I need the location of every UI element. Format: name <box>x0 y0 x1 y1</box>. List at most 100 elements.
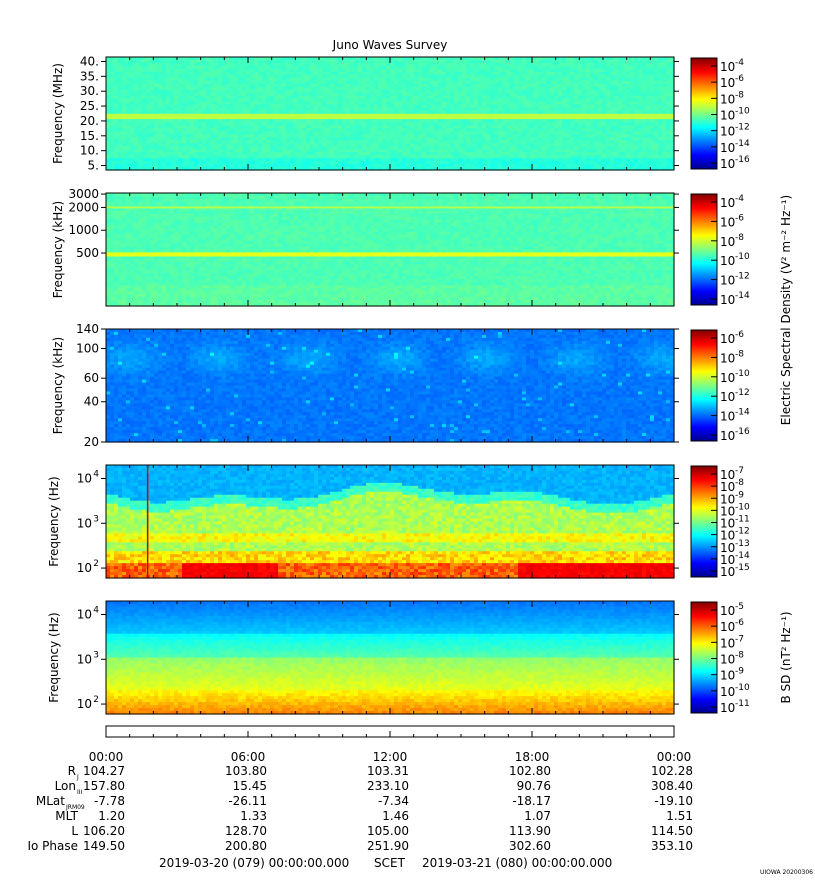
y-tick-exponent: 4 <box>93 469 99 479</box>
colorbar-tick-exponent: -10 <box>735 502 750 512</box>
emission-band-1 <box>106 114 674 119</box>
y-tick-label: 60 <box>84 371 99 385</box>
y-tick-label: 20. <box>80 114 99 128</box>
colorbar-tick-exponent: -9 <box>735 667 744 677</box>
ephemeris-value: 106.20 <box>83 824 125 838</box>
ephemeris-value: 1.46 <box>382 809 409 823</box>
colorbar-tick-exponent: -11 <box>735 515 750 525</box>
colorbar-tick-label: 10 <box>720 60 735 74</box>
colorbar-tick-label: 10 <box>720 604 735 618</box>
emission-band-1 <box>106 206 674 208</box>
ephemeris-value: -7.78 <box>94 794 125 808</box>
ephemeris-label-subscript: J <box>76 774 79 781</box>
y-tick-label: 2000 <box>68 200 99 214</box>
ephemeris-value: 105.00 <box>367 824 409 838</box>
colorbar-tick-exponent: -15 <box>735 563 750 573</box>
ephemeris-value: 90.76 <box>517 779 551 793</box>
colorbar-tick-label: 10 <box>720 669 735 683</box>
y-tick-exponent: 2 <box>93 695 99 705</box>
y-tick-label: 10 <box>77 516 92 530</box>
colorbar-tick-label: 10 <box>720 636 735 650</box>
footer-end-time: 2019-03-21 (080) 00:00:00.000 <box>422 856 612 870</box>
y-tick-exponent: 4 <box>93 605 99 615</box>
colorbar-tick-exponent: -4 <box>735 194 744 204</box>
ephemeris-value: 102.80 <box>509 764 551 778</box>
ephemeris-value: 128.70 <box>225 824 267 838</box>
colorbar-label: Electric Spectral Density (V² m⁻² Hz⁻¹) <box>779 195 793 425</box>
y-axis-label: Frequency (Hz) <box>47 612 61 703</box>
colorbar-tick-label: 10 <box>720 274 735 288</box>
colorbar-tick-exponent: -14 <box>735 551 750 561</box>
y-tick-label: 140 <box>76 322 99 336</box>
ephemeris-value: 1.20 <box>98 809 125 823</box>
colorbar-tick-exponent: -14 <box>735 139 750 149</box>
ephemeris-value: 157.80 <box>83 779 125 793</box>
colorbar-tick-exponent: -8 <box>735 651 744 661</box>
colorbar-tick-label: 10 <box>720 429 735 443</box>
colorbar-tick-exponent: -12 <box>735 123 750 133</box>
ephemeris-row: Io Phase 149.50 200.80 251.90 302.60 353.10 <box>27 839 693 853</box>
ephemeris-value: 149.50 <box>83 839 125 853</box>
ephemeris-label: L <box>71 824 78 838</box>
colorbar-tick-exponent: -10 <box>735 252 750 262</box>
colorbar-tick-exponent: -8 <box>735 349 744 359</box>
ephemeris-value: 103.80 <box>225 764 267 778</box>
colorbar-tick-exponent: -8 <box>735 90 744 100</box>
colorbar-tick-exponent: -8 <box>735 233 744 243</box>
y-tick-label: 20 <box>84 435 99 449</box>
spectrogram-image <box>106 601 675 715</box>
colorbar-tick-exponent: -16 <box>735 155 750 165</box>
ephemeris-row: Lon III 157.80 15.45 233.10 90.76 308.40 <box>55 779 693 796</box>
ephemeris-value: 1.51 <box>666 809 693 823</box>
spectrogram-image <box>106 329 675 443</box>
colorbar-tick-label: 10 <box>720 390 735 404</box>
ephemeris-label: MLat <box>36 794 65 808</box>
y-axis-label: Frequency (kHz) <box>51 337 65 434</box>
y-tick-exponent: 3 <box>93 514 99 524</box>
ephemeris-value: 302.60 <box>509 839 551 853</box>
colorbar-tick-exponent: -6 <box>735 330 744 340</box>
colorbar-tick-exponent: -10 <box>735 369 750 379</box>
ephemeris-label: Lon <box>55 779 76 793</box>
chart-title: Juno Waves Survey <box>332 38 448 52</box>
colorbar-tick-exponent: -12 <box>735 388 750 398</box>
ephemeris-value: 353.10 <box>651 839 693 853</box>
ephemeris-value: 102.28 <box>651 764 693 778</box>
colorbar-tick-label: 10 <box>720 141 735 155</box>
time-tick-label: 18:00 <box>515 750 550 764</box>
colorbar-tick-label: 10 <box>720 371 735 385</box>
colorbar-tick-label: 10 <box>720 125 735 139</box>
y-tick-label: 40. <box>80 54 99 68</box>
y-tick-label: 15. <box>80 129 99 143</box>
time-axis: 00:00 06:00 12:00 18:00 00:00 <box>89 726 692 764</box>
time-tick-label: 00:00 <box>657 750 692 764</box>
colorbar-tick-exponent: -12 <box>735 272 750 282</box>
ephemeris-label: MLT <box>55 809 78 823</box>
colorbar-tick-label: 10 <box>720 701 735 715</box>
colorbar-tick-label: 10 <box>720 620 735 634</box>
y-tick-label: 30. <box>80 84 99 98</box>
colorbar-tick-label: 10 <box>720 685 735 699</box>
colorbar-tick-exponent: -6 <box>735 213 744 223</box>
colorbar-tick-label: 10 <box>720 215 735 229</box>
y-tick-label: 35. <box>80 69 99 83</box>
time-tick-label: 06:00 <box>231 750 266 764</box>
colorbar-tick-label: 10 <box>720 254 735 268</box>
ephemeris-value: 251.90 <box>367 839 409 853</box>
colorbar-tick-exponent: -16 <box>735 427 750 437</box>
y-tick-label: 40 <box>84 395 99 409</box>
colorbar-tick-exponent: -8 <box>735 478 744 488</box>
y-axis-label: Frequency (kHz) <box>51 201 65 298</box>
ephemeris-value: 103.31 <box>367 764 409 778</box>
ephemeris-label: R <box>68 764 76 778</box>
ephemeris-value: 308.40 <box>651 779 693 793</box>
ephemeris-label: Io Phase <box>27 839 78 853</box>
colorbar-tick-label: 10 <box>720 410 735 424</box>
colorbar-tick-exponent: -6 <box>735 618 744 628</box>
colorbar-tick-exponent: -10 <box>735 107 750 117</box>
